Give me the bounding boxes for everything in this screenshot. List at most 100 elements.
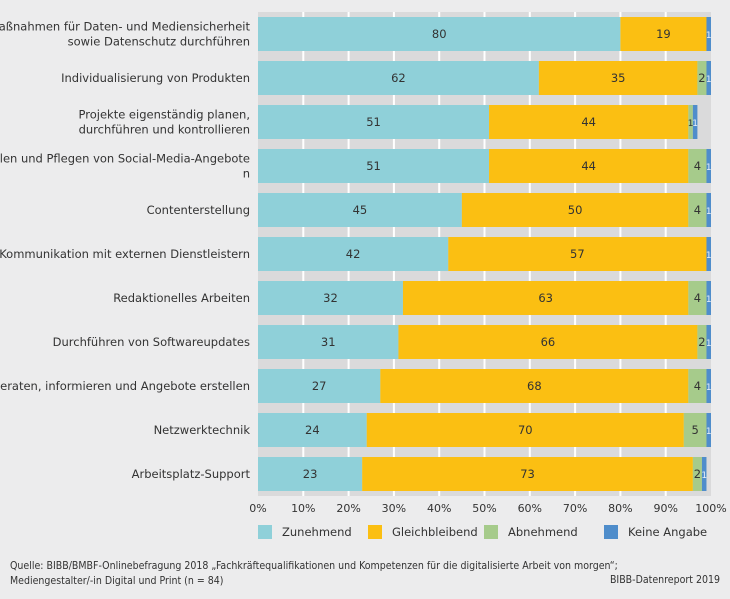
legend-swatch [368, 525, 382, 539]
category-label: Redaktionelles Arbeiten [113, 291, 250, 305]
category-label: Individualisierung von Produkten [61, 71, 250, 85]
data-label: 70 [518, 423, 533, 437]
data-label: 1 [706, 207, 712, 217]
data-label: 1 [706, 75, 712, 85]
bar-segment-zunehmend [258, 105, 490, 139]
data-label: 44 [581, 115, 596, 129]
x-tick-label: 0% [249, 502, 266, 515]
data-label: 51 [366, 115, 381, 129]
x-tick-label: 90% [653, 502, 677, 515]
bar-segment-keine-angabe [692, 105, 698, 139]
data-label: 66 [541, 335, 556, 349]
category-label: n [243, 167, 250, 181]
bar-segment-zunehmend [258, 457, 363, 491]
data-label: 1 [692, 119, 698, 129]
data-label: 51 [366, 159, 381, 173]
bar-segment-keine-angabe [706, 61, 711, 95]
source-line-1: Quelle: BIBB/BMBF-Onlinebefragung 2018 „… [10, 560, 618, 572]
data-label: 4 [694, 291, 701, 305]
category-label: durchführen und kontrollieren [79, 123, 250, 137]
bar-segment-zunehmend [258, 193, 462, 227]
bar-segment-zunehmend [258, 325, 399, 359]
x-tick-label: 40% [427, 502, 451, 515]
bar-segment-zunehmend [258, 149, 490, 183]
data-label: 1 [706, 295, 712, 305]
category-label: Netzwerktechnik [154, 423, 251, 437]
bar-segment-gleichbleibend [448, 237, 707, 271]
bar-segment-gleichbleibend [398, 325, 698, 359]
data-label: 42 [346, 247, 361, 261]
x-tick-label: 20% [336, 502, 360, 515]
bar-segment-gleichbleibend [489, 149, 689, 183]
bar-segment-zunehmend [258, 237, 449, 271]
bar-segment-abnehmend [683, 413, 707, 447]
bar-segment-abnehmend [688, 149, 707, 183]
bar-segment-zunehmend [258, 61, 539, 95]
data-label: 73 [520, 467, 535, 481]
x-tick-label: 50% [472, 502, 496, 515]
bar-segment-zunehmend [258, 281, 403, 315]
data-label: 1 [706, 427, 712, 437]
data-label: 24 [305, 423, 320, 437]
x-tick-label: 10% [291, 502, 315, 515]
legend-swatch [484, 525, 498, 539]
bar-segment-gleichbleibend [620, 17, 707, 51]
category-label: Contenterstellung [147, 203, 250, 217]
bar-segment-gleichbleibend [489, 105, 689, 139]
legend-label: Gleichbleibend [392, 525, 478, 539]
data-label: 1 [688, 119, 694, 129]
brand-label: BIBB-Datenreport 2019 [609, 574, 720, 586]
data-label: 1 [706, 339, 712, 349]
x-tick-label: 80% [608, 502, 632, 515]
data-label: 2 [698, 335, 705, 349]
bar-segment-zunehmend [258, 413, 367, 447]
category-label: Durchführen von Softwareupdates [53, 335, 250, 349]
stacked-bar-chart: 0% 10% 20% 30% 40% 50% 60% 70% 80% 90% 100% Maßnahm… [0, 12, 727, 539]
legend-label: Abnehmend [508, 525, 578, 539]
x-tick-label: 70% [563, 502, 587, 515]
bar-segment-gleichbleibend [362, 457, 693, 491]
data-label: 19 [656, 27, 671, 41]
bar-segment-abnehmend [688, 369, 707, 403]
data-label: 5 [691, 423, 698, 437]
bar-segment-gleichbleibend [380, 369, 689, 403]
data-label: 80 [432, 27, 447, 41]
bar-segment-keine-angabe [706, 17, 711, 51]
x-tick-label: 100% [695, 502, 726, 515]
data-label: 35 [611, 71, 626, 85]
data-label: 50 [568, 203, 583, 217]
bar-segment-keine-angabe [701, 457, 707, 491]
data-label: 68 [527, 379, 542, 393]
legend-swatch [258, 525, 272, 539]
data-label: 2 [694, 467, 701, 481]
bar-segment-keine-angabe [706, 149, 711, 183]
data-label: 23 [303, 467, 318, 481]
data-label: 1 [706, 383, 712, 393]
data-label: 63 [538, 291, 553, 305]
bar-segment-abnehmend [697, 325, 707, 359]
bar-segment-keine-angabe [706, 413, 711, 447]
data-label: 27 [312, 379, 327, 393]
bar-segment-abnehmend [697, 61, 707, 95]
data-label: 31 [321, 335, 336, 349]
legend-swatch [604, 525, 618, 539]
bar-segment-zunehmend [258, 369, 381, 403]
category-label: Erstellen und Pflegen von Social-Media-A… [0, 152, 250, 166]
bar-segment-gleichbleibend [461, 193, 689, 227]
bar-segment-abnehmend [688, 105, 693, 139]
data-label: 44 [581, 159, 596, 173]
data-label: 62 [391, 71, 406, 85]
data-label: 2 [698, 71, 705, 85]
data-label: 45 [353, 203, 368, 217]
bar-segment-abnehmend [688, 193, 707, 227]
bar-segment-abnehmend [692, 457, 702, 491]
data-label: 1 [706, 251, 712, 261]
data-label: 4 [694, 159, 701, 173]
category-label: sowie Datenschutz durchführen [68, 35, 250, 49]
category-label: Maßnahmen für Daten- und Mediensicherhei… [0, 20, 250, 34]
bar-segment-gleichbleibend [366, 413, 684, 447]
data-label: 1 [706, 31, 712, 41]
x-tick-label: 60% [518, 502, 542, 515]
x-tick-label: 30% [382, 502, 406, 515]
